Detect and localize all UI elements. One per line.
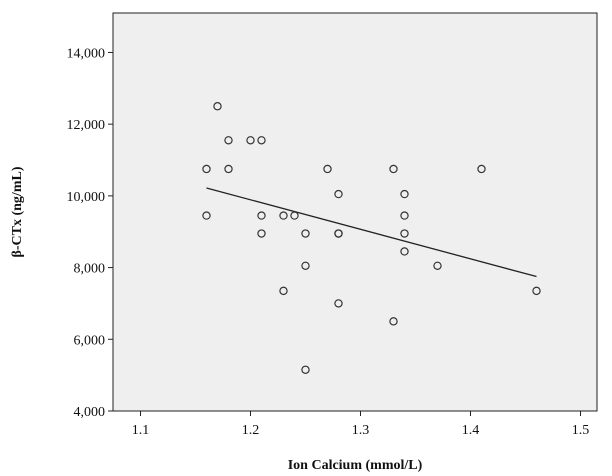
y-tick-label: 4,000	[74, 405, 106, 420]
x-tick-label: 1.1	[132, 423, 150, 438]
data-point	[224, 164, 233, 174]
data-point	[400, 189, 409, 199]
data-point	[301, 365, 310, 374]
data-point	[257, 229, 266, 238]
x-tick-label: 1.3	[352, 423, 370, 438]
regression-line	[206, 187, 537, 278]
x-tick-label: 1.5	[572, 423, 590, 438]
data-point	[202, 211, 211, 220]
x-tick-label: 1.2	[242, 423, 260, 438]
data-point	[290, 211, 299, 220]
data-point	[400, 211, 409, 220]
y-tick-label: 14,000	[67, 46, 106, 61]
data-point	[477, 164, 486, 174]
data-point	[433, 261, 442, 270]
data-point	[279, 286, 288, 296]
x-axis-title: Ion Calcium (mmol/L)	[288, 458, 423, 473]
data-point	[400, 229, 409, 238]
data-point	[279, 211, 288, 220]
data-points	[202, 102, 541, 374]
y-axis: 4,000 6,000 8,000 10,000 12,000 14,000	[67, 46, 113, 420]
y-tick-label: 12,000	[67, 118, 106, 133]
y-tick-label: 6,000	[74, 333, 106, 348]
data-point	[532, 286, 541, 296]
data-point	[213, 102, 222, 111]
data-point	[389, 317, 398, 326]
data-point	[301, 229, 310, 238]
data-point	[224, 136, 233, 145]
data-point	[257, 211, 266, 220]
data-point	[334, 299, 343, 308]
data-point	[389, 164, 398, 174]
x-tick-label: 1.4	[462, 423, 480, 438]
y-axis-title: β-CTx (ng/mL)	[10, 166, 25, 257]
y-tick-label: 8,000	[74, 262, 106, 277]
data-point	[400, 247, 409, 256]
data-point	[334, 189, 343, 199]
data-point	[246, 136, 255, 145]
y-tick-label: 10,000	[67, 190, 106, 205]
data-point	[301, 261, 310, 270]
data-point	[334, 229, 343, 238]
data-point	[323, 164, 332, 174]
x-axis: 1.1 1.2 1.3 1.4 1.5	[132, 411, 590, 438]
data-point	[257, 136, 266, 145]
data-point	[202, 164, 211, 174]
plot-area	[112, 12, 598, 412]
